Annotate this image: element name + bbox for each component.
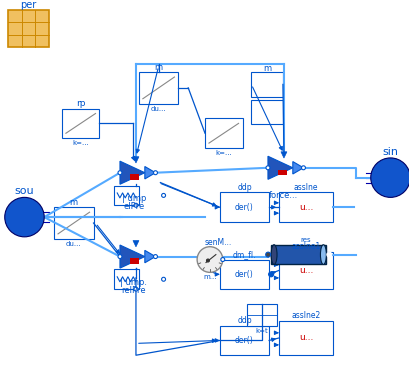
Text: k=t: k=t (256, 328, 269, 334)
Text: assIne1: assIne1 (292, 242, 321, 251)
Text: | ump.: | ump. (120, 278, 147, 287)
Text: sin: sin (382, 147, 398, 157)
Text: per: per (20, 0, 37, 10)
Bar (251, 100, 283, 124)
Text: elPre: elPre (123, 202, 145, 211)
Bar (220, 192, 269, 222)
Bar (220, 326, 269, 355)
Polygon shape (293, 161, 304, 174)
Bar (251, 72, 283, 97)
Bar (130, 258, 138, 264)
Bar (279, 192, 333, 222)
Bar (279, 321, 333, 355)
Circle shape (162, 277, 166, 281)
Text: m: m (70, 198, 78, 207)
Polygon shape (281, 152, 287, 158)
Text: m...: m... (203, 274, 217, 280)
Text: rp: rp (76, 99, 85, 108)
Text: du...: du... (66, 241, 82, 247)
Text: k=...: k=... (215, 150, 232, 156)
Circle shape (118, 171, 122, 175)
Polygon shape (145, 167, 155, 179)
Text: u...: u... (299, 203, 313, 212)
Text: ddp: ddp (237, 183, 252, 192)
Circle shape (5, 198, 44, 237)
Circle shape (371, 158, 410, 198)
Circle shape (154, 254, 157, 259)
Polygon shape (120, 161, 145, 184)
Circle shape (154, 171, 157, 175)
Text: der(): der() (235, 270, 254, 279)
Circle shape (302, 166, 305, 170)
Circle shape (327, 252, 332, 257)
Circle shape (269, 272, 274, 277)
Bar (278, 170, 287, 175)
Bar (130, 174, 138, 180)
Text: k=...: k=... (73, 140, 89, 146)
Circle shape (221, 257, 225, 262)
Bar (62, 109, 99, 138)
Text: der(): der() (235, 336, 254, 345)
Text: force...: force... (269, 191, 299, 200)
Bar (114, 269, 139, 289)
Circle shape (206, 259, 209, 262)
Bar (8, 10, 49, 47)
Text: res: res (301, 237, 311, 243)
Bar (248, 304, 277, 326)
Circle shape (266, 252, 271, 257)
Text: ddp: ddp (237, 316, 252, 325)
Circle shape (134, 203, 138, 207)
Text: senM...: senM... (204, 238, 232, 247)
Polygon shape (268, 156, 293, 179)
Bar (220, 260, 269, 289)
Polygon shape (133, 157, 139, 163)
Text: m: m (154, 62, 163, 72)
Bar (271, 245, 326, 264)
Text: der(): der() (235, 203, 254, 212)
Circle shape (197, 247, 223, 272)
Text: sou: sou (15, 186, 34, 196)
Text: dm_fl.: dm_fl. (233, 250, 256, 259)
Text: m: m (263, 64, 271, 73)
Bar (54, 207, 94, 239)
Polygon shape (145, 250, 155, 263)
Text: | ump: | ump (122, 194, 146, 203)
Text: assIne2: assIne2 (292, 311, 321, 320)
Text: u...: u... (299, 266, 313, 275)
Ellipse shape (271, 245, 277, 264)
Circle shape (118, 254, 122, 259)
Bar (205, 118, 243, 148)
Text: assIne: assIne (294, 183, 318, 192)
Circle shape (134, 287, 138, 291)
Text: relPre: relPre (122, 286, 146, 295)
Polygon shape (120, 245, 145, 268)
Bar (279, 251, 333, 289)
Text: du...: du... (151, 106, 166, 112)
Bar (114, 186, 139, 205)
Circle shape (266, 166, 270, 170)
Ellipse shape (321, 245, 326, 264)
Polygon shape (133, 241, 139, 247)
Circle shape (162, 193, 166, 198)
Bar (139, 72, 178, 104)
Text: u...: u... (299, 333, 313, 343)
